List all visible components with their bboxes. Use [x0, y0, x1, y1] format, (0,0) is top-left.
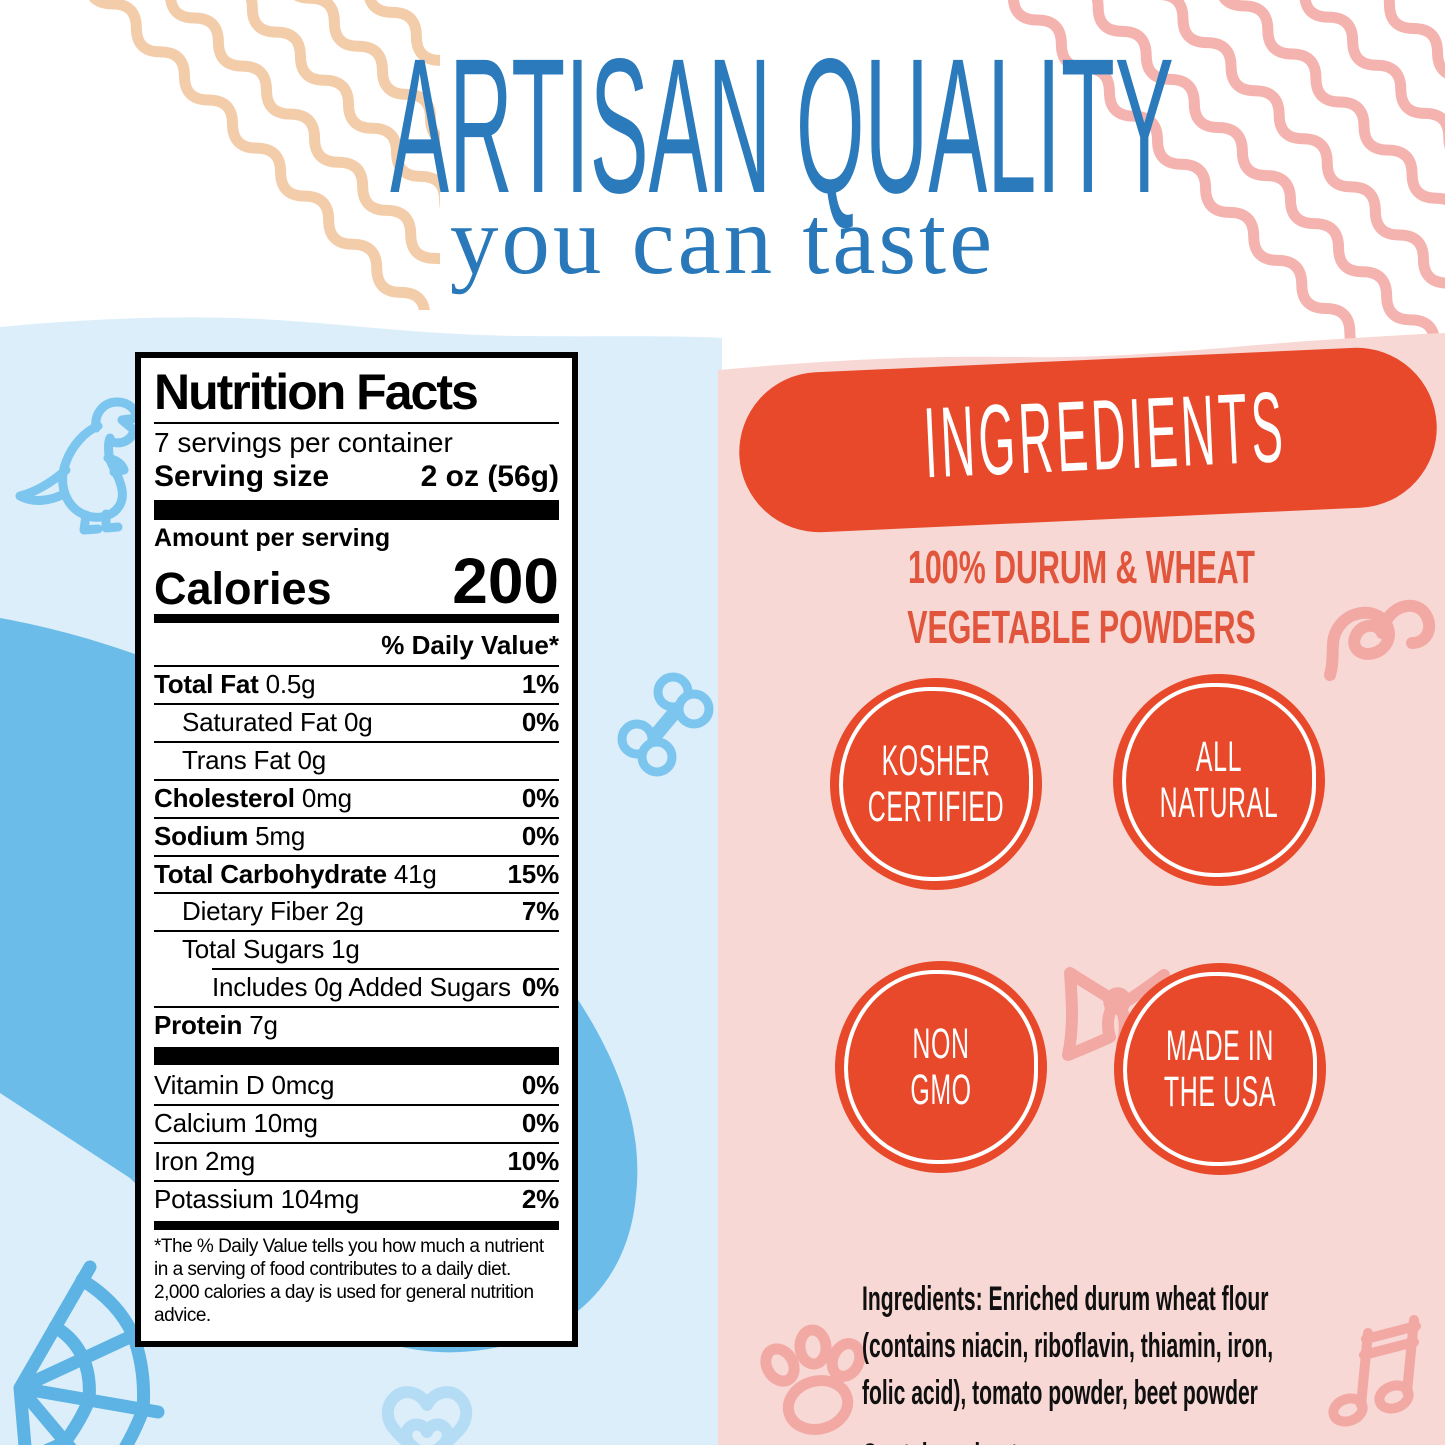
- badge-ring: [844, 970, 1038, 1164]
- row-total-carbohydrate: Total Carbohydrate 41g 15%: [154, 857, 559, 895]
- badge-all-natural: ALL NATURAL: [1113, 674, 1325, 886]
- subtitle-line-1: 100% DURUM & WHEAT: [908, 541, 1255, 593]
- amount-per-serving: Amount per serving: [154, 523, 391, 552]
- ingredients-header: INGREDIENTS: [921, 371, 1289, 500]
- row-sodium: Sodium 5mg 0%: [154, 819, 559, 857]
- row-cholesterol: Cholesterol 0mg 0%: [154, 781, 559, 819]
- row-protein: Protein 7g: [154, 1010, 278, 1041]
- serving-size-value: 2 oz (56g): [420, 459, 559, 493]
- badge-ring: [839, 687, 1033, 881]
- row-dietary-fiber: Dietary Fiber 2g 7%: [154, 894, 559, 933]
- row-added-sugars: Includes 0g Added Sugars 0%: [154, 970, 559, 1009]
- bone-icon: [617, 672, 714, 777]
- headline-title: ARTISAN QUALITY: [390, 18, 1174, 233]
- daily-value-footnote: *The % Daily Value tells you how much a …: [154, 1235, 544, 1327]
- row-vitamin-d: Vitamin D 0mcg 0%: [154, 1068, 559, 1106]
- medium-divider: [154, 614, 559, 624]
- headline-subtitle: you can taste: [449, 187, 996, 294]
- row-saturated-fat: Saturated Fat 0g 0%: [154, 705, 559, 743]
- dinosaur-icon: [15, 397, 142, 535]
- pink-panel-shape: [718, 333, 1445, 1445]
- nutrition-facts-title: Nutrition Facts: [154, 364, 479, 420]
- subtitle-line-2: VEGETABLE POWDERS: [907, 600, 1256, 653]
- daily-value-header: % Daily Value*: [154, 626, 559, 668]
- ingredients-banner: INGREDIENTS: [735, 344, 1441, 536]
- rotini-pasta-icon: [1324, 600, 1436, 681]
- paw-icon: [760, 1324, 866, 1435]
- heart-icon: [381, 1386, 473, 1445]
- badge-ring: [1123, 972, 1317, 1166]
- badge-ring: [1122, 683, 1316, 877]
- music-note-icon: [1328, 1315, 1421, 1427]
- nutrition-facts-label: Nutrition Facts 7 servings per container…: [135, 352, 578, 1347]
- ingredients-subtitle: 100% DURUM & WHEAT VEGETABLE POWDERS: [718, 538, 1445, 658]
- row-potassium: Potassium 104mg 2%: [154, 1183, 559, 1214]
- divider: [154, 421, 559, 424]
- medium-divider: [154, 1220, 559, 1230]
- peach-waves-icon: [58, 0, 440, 310]
- row-total-fat: Total Fat 0.5g 1%: [154, 667, 559, 705]
- row-iron: Iron 2mg 10%: [154, 1144, 559, 1182]
- calories-label: Calories: [154, 563, 332, 615]
- badge-kosher-certified: KOSHER CERTIFIED: [830, 678, 1042, 890]
- ingredients-statement: Ingredients: Enriched durum wheat flour …: [862, 1276, 1339, 1445]
- badge-non-gmo: NON GMO: [835, 961, 1047, 1173]
- thick-divider: [154, 1046, 559, 1065]
- row-trans-fat: Trans Fat 0g: [154, 743, 559, 781]
- calories-value: 200: [452, 545, 559, 618]
- row-total-sugars: Total Sugars 1g: [182, 934, 360, 965]
- pink-waves-icon: [1005, 0, 1445, 340]
- calories-row: Calories 200: [154, 545, 559, 618]
- serving-size-label: Serving size: [154, 459, 330, 493]
- spiderweb-icon: [13, 1260, 165, 1445]
- row-calcium: Calcium 10mg 0%: [154, 1106, 559, 1144]
- badge-made-in-usa: MADE IN THE USA: [1114, 963, 1326, 1175]
- ingredients-text: Ingredients: Enriched durum wheat flour …: [862, 1280, 1274, 1412]
- right-panel-background: [718, 333, 1445, 1445]
- indented-divider: [212, 968, 559, 971]
- servings-per-container: 7 servings per container: [154, 426, 453, 458]
- thick-divider: [154, 499, 559, 520]
- serving-size-row: Serving size 2 oz (56g): [154, 459, 559, 495]
- allergen-text: Contains wheat.: [862, 1433, 1339, 1445]
